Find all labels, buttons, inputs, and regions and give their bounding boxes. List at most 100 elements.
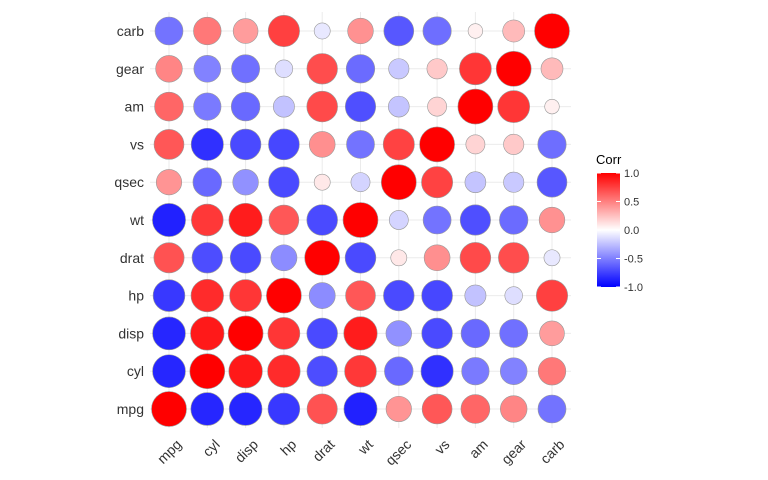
corr-circle — [426, 58, 448, 80]
legend-tick-label: 0.0 — [624, 225, 639, 237]
corr-circle — [421, 393, 453, 425]
corr-circle — [383, 279, 415, 312]
x-tick-label: disp — [232, 436, 262, 466]
y-tick-label: qsec — [114, 174, 144, 190]
corr-circle — [464, 284, 487, 307]
corr-circle — [499, 205, 529, 235]
corr-circle — [384, 356, 414, 386]
corr-circle — [460, 318, 491, 349]
corr-circle — [388, 210, 409, 230]
corr-circle — [427, 96, 447, 117]
corr-circle — [422, 205, 452, 235]
corr-circle — [306, 355, 338, 387]
corr-circle — [543, 249, 561, 267]
corr-circle — [192, 167, 222, 197]
corr-circle — [383, 15, 415, 47]
corr-circle — [228, 354, 263, 389]
corr-circle — [344, 242, 377, 274]
corr-circle — [231, 54, 261, 84]
corr-circle — [154, 16, 184, 46]
corr-circle — [388, 95, 410, 118]
corr-circle — [267, 317, 301, 350]
corr-circle — [382, 128, 415, 161]
corr-circle — [464, 171, 487, 193]
corr-circle — [499, 357, 528, 385]
corr-circle — [390, 249, 408, 267]
corr-circle — [537, 129, 567, 159]
corr-circle — [267, 354, 301, 388]
corr-circle — [232, 169, 259, 196]
x-tick-label: drat — [309, 436, 337, 464]
corr-circle — [304, 239, 341, 276]
corr-circle — [229, 279, 262, 312]
corr-circle — [190, 392, 225, 426]
corr-circle — [503, 133, 525, 155]
corr-circle — [544, 98, 560, 115]
corr-circle — [191, 242, 223, 274]
y-tick-label: cyl — [127, 363, 144, 379]
x-tick-label: gear — [498, 436, 529, 467]
corr-circle — [229, 128, 262, 161]
corr-circle — [343, 316, 378, 351]
corr-circle — [423, 244, 451, 272]
corr-circle — [421, 166, 454, 199]
corr-circle — [152, 354, 186, 388]
corr-circle — [502, 19, 526, 43]
legend-tick-label: -1.0 — [624, 282, 643, 294]
corr-circle — [498, 242, 530, 274]
y-tick-label: hp — [128, 288, 144, 304]
corr-circle — [457, 88, 494, 125]
corr-circle — [268, 128, 300, 161]
corr-circle — [193, 16, 222, 46]
corr-circle — [155, 169, 183, 196]
corr-circle — [313, 173, 331, 191]
corr-circle — [153, 242, 185, 274]
y-tick-label: mpg — [117, 401, 144, 417]
corr-circle — [459, 242, 492, 274]
corr-circle — [540, 57, 564, 81]
legend-tick-label: -0.5 — [624, 254, 643, 266]
corr-circle — [380, 164, 417, 200]
corr-circle — [306, 90, 338, 123]
x-tick-label: wt — [354, 436, 376, 458]
legend-tick-label: 1.0 — [624, 168, 639, 180]
corr-circle — [152, 279, 186, 312]
corr-circle — [306, 393, 338, 425]
corr-circle — [272, 95, 295, 118]
corr-circle — [270, 244, 298, 272]
legend-tick-label: 0.5 — [624, 197, 639, 209]
corr-circle — [467, 23, 484, 39]
corr-circle — [421, 317, 453, 350]
corr-circle — [306, 204, 338, 236]
corr-circle — [266, 277, 302, 314]
x-axis-labels: mpg cyl disp hp drat wt qsec vs am gear carb — [154, 436, 568, 468]
corr-circle — [193, 55, 222, 83]
corr-circle — [537, 357, 567, 386]
legend-title: Corr — [596, 152, 622, 167]
corr-circle — [228, 202, 263, 238]
corr-circle — [500, 395, 528, 423]
corr-circle — [151, 391, 187, 427]
y-tick-label: vs — [130, 136, 144, 152]
corr-circle — [155, 55, 183, 83]
x-tick-label: carb — [537, 436, 568, 467]
corr-circle — [232, 18, 259, 44]
corr-circle — [306, 53, 338, 85]
corr-circle — [504, 286, 523, 305]
x-tick-label: hp — [277, 436, 299, 458]
x-tick-label: cyl — [199, 436, 222, 459]
corr-circle — [421, 279, 453, 312]
y-tick-label: gear — [116, 61, 144, 77]
corr-circle — [537, 394, 567, 424]
corr-circle — [459, 204, 491, 236]
corr-circle — [230, 91, 261, 122]
corr-circle — [268, 166, 300, 198]
corr-circle — [345, 54, 376, 84]
legend-colorbar — [597, 173, 620, 287]
corr-circle — [422, 16, 452, 46]
corr-circle — [193, 92, 222, 121]
corr-circle — [154, 91, 184, 122]
corr-circle — [274, 59, 294, 78]
corr-circle — [388, 58, 410, 80]
